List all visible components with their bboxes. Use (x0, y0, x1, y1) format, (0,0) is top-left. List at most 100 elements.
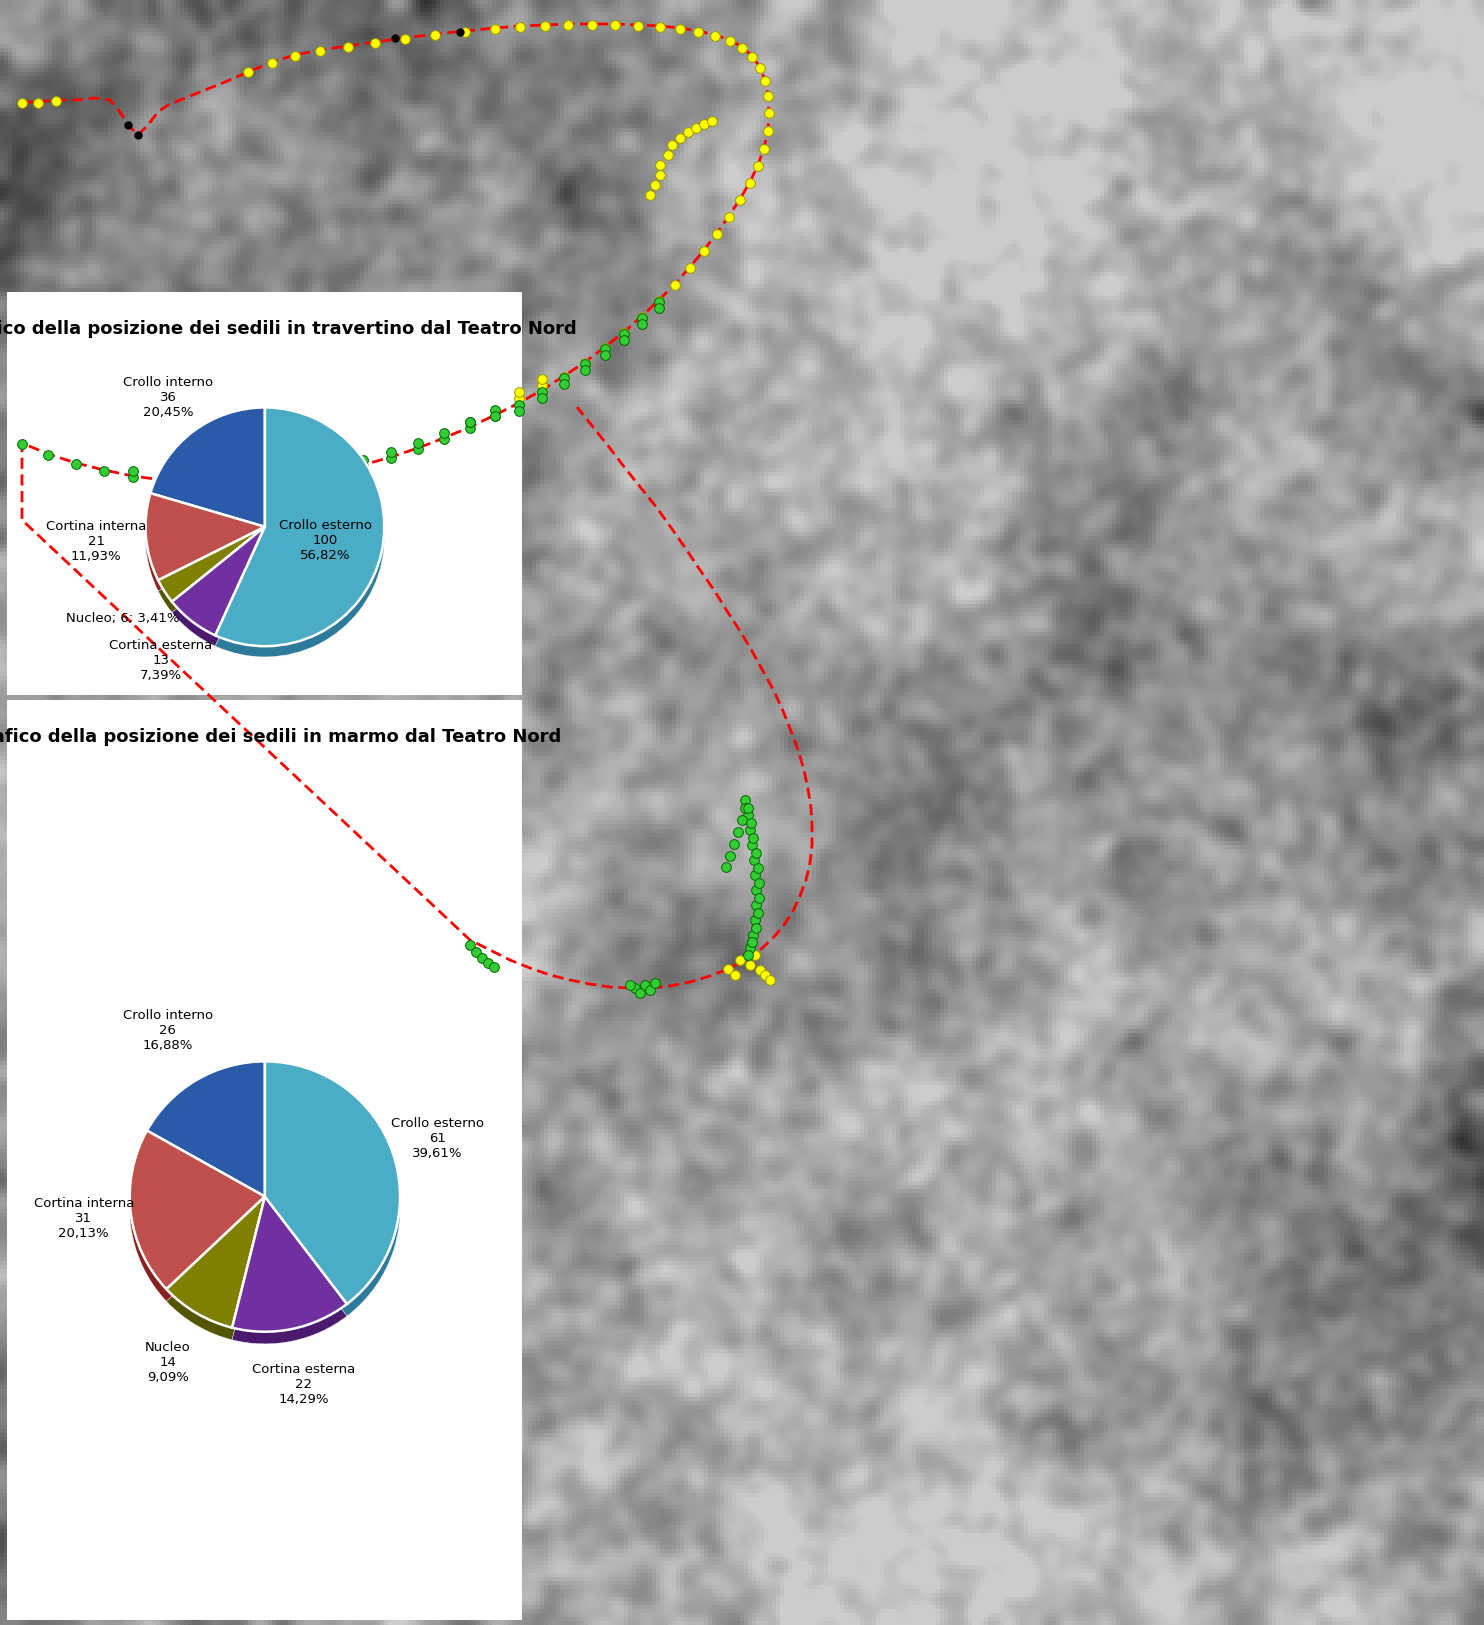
Wedge shape (172, 538, 264, 647)
Wedge shape (232, 1209, 347, 1344)
Wedge shape (264, 1063, 401, 1305)
Wedge shape (145, 496, 264, 582)
Wedge shape (215, 411, 384, 650)
Wedge shape (264, 1068, 401, 1311)
Wedge shape (166, 1206, 264, 1337)
Wedge shape (150, 418, 264, 536)
Wedge shape (215, 410, 384, 648)
Wedge shape (129, 1133, 264, 1292)
Wedge shape (150, 413, 264, 531)
Wedge shape (232, 1206, 347, 1341)
Wedge shape (166, 1198, 264, 1329)
Wedge shape (215, 414, 384, 653)
Wedge shape (166, 1198, 264, 1329)
Wedge shape (166, 1209, 264, 1341)
Wedge shape (232, 1198, 347, 1332)
Wedge shape (147, 1074, 264, 1209)
Wedge shape (147, 1064, 264, 1199)
Wedge shape (166, 1204, 264, 1336)
Wedge shape (172, 528, 264, 635)
Wedge shape (145, 502, 264, 590)
Wedge shape (145, 500, 264, 587)
Wedge shape (129, 1139, 264, 1298)
Wedge shape (145, 499, 264, 587)
Wedge shape (129, 1139, 264, 1297)
Wedge shape (232, 1199, 347, 1336)
Wedge shape (129, 1142, 264, 1300)
Text: Crollo esterno
100
56,82%: Crollo esterno 100 56,82% (279, 518, 372, 562)
Wedge shape (232, 1199, 347, 1334)
Wedge shape (172, 536, 264, 645)
Wedge shape (147, 1072, 264, 1207)
Wedge shape (232, 1204, 347, 1339)
Wedge shape (172, 526, 264, 635)
Wedge shape (215, 418, 384, 656)
Wedge shape (145, 497, 264, 583)
Wedge shape (129, 1136, 264, 1295)
Wedge shape (172, 535, 264, 644)
Wedge shape (232, 1201, 347, 1336)
Wedge shape (129, 1136, 264, 1295)
Wedge shape (232, 1202, 347, 1337)
Wedge shape (145, 504, 264, 592)
Wedge shape (172, 533, 264, 642)
Wedge shape (264, 1064, 401, 1308)
Wedge shape (232, 1202, 347, 1337)
Wedge shape (147, 1068, 264, 1204)
Wedge shape (150, 416, 264, 535)
Wedge shape (172, 533, 264, 642)
Wedge shape (159, 531, 264, 606)
Wedge shape (159, 535, 264, 609)
Wedge shape (172, 530, 264, 637)
Wedge shape (150, 414, 264, 535)
Wedge shape (166, 1206, 264, 1336)
Wedge shape (145, 496, 264, 583)
Wedge shape (172, 526, 264, 635)
Wedge shape (166, 1201, 264, 1332)
Wedge shape (172, 531, 264, 639)
Wedge shape (166, 1202, 264, 1334)
Text: Grafico della posizione dei sedili in travertino dal Teatro Nord: Grafico della posizione dei sedili in tr… (0, 320, 577, 338)
Wedge shape (166, 1207, 264, 1339)
Wedge shape (264, 1074, 401, 1316)
Text: Crollo interno
36
20,45%: Crollo interno 36 20,45% (123, 377, 214, 419)
Wedge shape (145, 492, 264, 580)
Wedge shape (264, 1068, 401, 1310)
Wedge shape (150, 416, 264, 536)
Wedge shape (232, 1196, 347, 1332)
Wedge shape (172, 530, 264, 639)
Wedge shape (166, 1202, 264, 1332)
Wedge shape (232, 1204, 347, 1339)
Wedge shape (232, 1207, 347, 1342)
Wedge shape (264, 1061, 401, 1303)
Wedge shape (264, 1071, 401, 1313)
Wedge shape (215, 414, 384, 652)
Wedge shape (147, 1063, 264, 1198)
Wedge shape (159, 526, 264, 601)
Wedge shape (147, 1066, 264, 1201)
Wedge shape (166, 1199, 264, 1331)
Wedge shape (129, 1134, 264, 1294)
Wedge shape (147, 1068, 264, 1202)
Wedge shape (129, 1141, 264, 1298)
Wedge shape (215, 413, 384, 650)
Wedge shape (159, 533, 264, 608)
Wedge shape (215, 414, 384, 653)
Wedge shape (145, 502, 264, 588)
Wedge shape (215, 408, 384, 647)
Wedge shape (150, 414, 264, 533)
Wedge shape (166, 1199, 264, 1331)
Wedge shape (159, 531, 264, 606)
Wedge shape (129, 1131, 264, 1289)
Wedge shape (150, 410, 264, 528)
Wedge shape (159, 528, 264, 603)
Wedge shape (150, 413, 264, 531)
Wedge shape (215, 413, 384, 652)
Wedge shape (232, 1207, 347, 1342)
Wedge shape (264, 1072, 401, 1315)
Wedge shape (159, 526, 264, 601)
Wedge shape (129, 1133, 264, 1290)
Wedge shape (150, 408, 264, 526)
Wedge shape (159, 536, 264, 611)
Wedge shape (172, 535, 264, 644)
